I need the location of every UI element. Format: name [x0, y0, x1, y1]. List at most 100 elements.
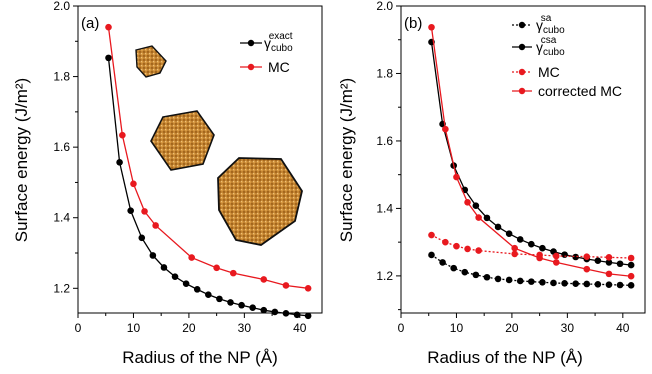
data-point-a-1: [152, 222, 159, 229]
panel-a: (a) Surface energy (J/m²) Radius of the …: [12, 0, 323, 367]
data-point-b-0: [550, 279, 557, 287]
data-point-b-2: [605, 254, 613, 261]
data-point-b-0: [561, 280, 568, 287]
data-point-b-0: [439, 259, 446, 266]
series-line-b-1: [430, 42, 632, 266]
data-point-b-2: [511, 250, 518, 258]
nanoparticle-icons: [135, 45, 303, 246]
legend-a-marker-exact: [247, 39, 255, 47]
data-point-a-0: [138, 234, 146, 242]
data-point-b-2: [428, 231, 435, 239]
small-nanoparticle-icon: [135, 45, 167, 78]
legend-b-label-csa: γcubocsa: [536, 35, 565, 58]
data-point-b-0: [616, 281, 624, 289]
data-point-b-2: [552, 252, 560, 260]
legend-a-marker-mc: [247, 63, 255, 71]
data-point-b-3: [627, 272, 635, 280]
axis-ticks-b: 0 10 20 30 40 1.2 1.4 1.6 1.8 2.0: [376, 0, 629, 335]
data-point-b-1: [483, 214, 491, 222]
data-point-b-0: [428, 251, 435, 259]
data-point-a-1: [229, 269, 237, 277]
legend-b-label-sa: γcubosa: [536, 13, 565, 36]
data-point-b-1: [516, 236, 524, 243]
data-point-a-0: [216, 295, 223, 303]
data-point-a-0: [293, 311, 301, 319]
data-point-a-0: [205, 291, 212, 298]
data-point-a-0: [238, 301, 245, 309]
data-point-b-3: [464, 199, 471, 206]
data-point-b-3: [605, 270, 613, 278]
data-point-b-1: [505, 230, 513, 238]
data-point-b-0: [528, 278, 535, 285]
data-point-b-0: [539, 279, 546, 286]
x-tick-label: 20: [182, 321, 196, 335]
series-group-a: [105, 23, 312, 320]
plot-frame-a: [77, 5, 323, 314]
data-point-a-0: [249, 304, 256, 312]
x-tick-label: 40: [616, 321, 630, 335]
x-tick-label: 10: [127, 321, 141, 335]
data-point-a-0: [171, 273, 179, 280]
data-point-b-1: [572, 253, 579, 261]
data-point-b-0: [494, 275, 502, 283]
data-point-a-0: [193, 286, 201, 293]
data-point-b-0: [516, 277, 524, 285]
axis-ticks-a: 0 10 20 30 40 1.2 1.4 1.6 1.8 2.0: [53, 0, 306, 335]
x-tick-label: 20: [505, 321, 519, 335]
x-tick-label: 0: [398, 321, 405, 335]
x-tick-label: 30: [238, 321, 252, 335]
legend-b-marker-sa: [518, 21, 526, 29]
data-point-b-1: [616, 260, 624, 268]
data-point-a-1: [188, 254, 195, 261]
data-point-a-1: [260, 276, 268, 283]
y-axis-label-b: Surface energy (J/m²): [337, 78, 356, 242]
data-point-b-1: [605, 259, 613, 266]
y-tick-label: 1.4: [376, 201, 393, 215]
y-tick-label: 1.6: [53, 140, 70, 154]
data-point-a-1: [141, 208, 148, 215]
data-point-a-0: [149, 252, 157, 259]
data-point-b-2: [464, 245, 471, 253]
data-point-a-1: [119, 131, 126, 139]
data-point-a-0: [282, 310, 290, 317]
data-point-a-0: [304, 312, 312, 320]
data-point-a-0: [182, 280, 190, 288]
data-point-b-0: [594, 281, 602, 288]
legend-b-marker-corrected: [518, 87, 526, 95]
data-point-b-0: [505, 276, 513, 284]
data-point-b-3: [552, 259, 560, 266]
y-tick-label: 2.0: [53, 0, 70, 13]
x-tick-label: 30: [561, 321, 575, 335]
data-point-b-1: [472, 202, 480, 210]
data-point-a-0: [227, 299, 234, 306]
data-point-b-0: [572, 280, 579, 287]
x-axis-label-a: Radius of the NP (Å): [122, 348, 278, 367]
data-point-a-1: [304, 284, 312, 292]
data-point-b-1: [627, 261, 635, 269]
panel-b: (b) Surface energy (J/m²) Radius of the …: [337, 0, 646, 367]
y-tick-label: 1.2: [376, 269, 393, 283]
data-point-b-3: [428, 23, 435, 31]
data-point-b-2: [583, 253, 591, 260]
series-line-b-3: [430, 27, 632, 277]
data-point-b-3: [475, 214, 482, 221]
data-point-a-1: [130, 180, 137, 188]
large-nanoparticle-icon: [217, 157, 303, 246]
data-point-b-2: [453, 242, 460, 250]
data-point-b-1: [494, 223, 502, 231]
data-point-a-0: [127, 207, 134, 214]
series-group-b: [428, 23, 635, 289]
data-point-b-1: [539, 244, 546, 252]
data-point-b-0: [472, 271, 480, 279]
legend-b-label-corrected: corrected MC: [538, 83, 622, 99]
legend-a: γcuboexact MC: [240, 31, 293, 75]
panel-label-b: (b): [404, 15, 422, 32]
x-tick-label: 40: [293, 321, 307, 335]
data-point-b-3: [511, 244, 518, 252]
data-point-b-1: [528, 240, 535, 248]
data-point-a-0: [160, 264, 168, 271]
y-tick-label: 1.4: [53, 211, 70, 225]
data-point-b-3: [536, 254, 543, 262]
data-point-b-0: [583, 280, 591, 288]
